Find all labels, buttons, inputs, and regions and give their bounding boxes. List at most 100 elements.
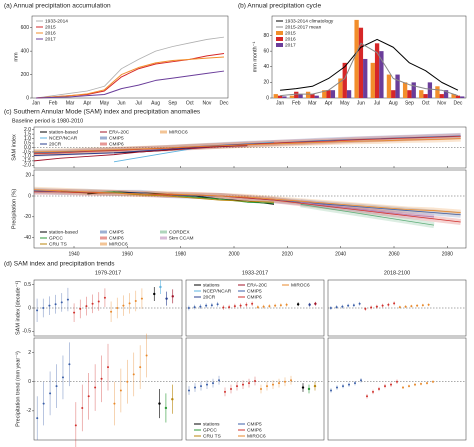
plot-frame	[271, 15, 467, 99]
point	[134, 300, 137, 302]
point	[308, 303, 311, 306]
y-tick-label: -0.5	[22, 149, 31, 155]
y-tick-label: 0	[26, 95, 29, 101]
legend-label: station-based	[49, 129, 78, 135]
y-tick-label: -20	[24, 214, 31, 220]
x-tick-label: Sep	[405, 100, 414, 106]
legend-label: NCEP/NCAR	[203, 288, 232, 294]
plot-frame	[185, 337, 325, 441]
point	[390, 383, 392, 386]
point	[194, 386, 196, 389]
y-tick-label: 2	[28, 350, 31, 356]
bar	[330, 90, 336, 98]
y-tick-label: 400	[21, 48, 30, 54]
y-tick-label: 0.5	[24, 282, 31, 288]
bar	[277, 95, 283, 98]
bar	[402, 82, 408, 98]
point	[414, 383, 416, 386]
point	[210, 304, 213, 307]
x-tick-label: 2000	[228, 251, 239, 257]
point	[42, 307, 45, 309]
point	[427, 303, 430, 306]
y-tick-label: 80	[263, 33, 269, 39]
legend-label: 2015-2017 mean	[285, 24, 322, 30]
bar	[363, 58, 368, 98]
legend-label: stations	[203, 282, 220, 288]
point	[278, 382, 280, 385]
bar	[439, 94, 444, 98]
legend-label: GPCC	[49, 235, 63, 241]
point	[254, 379, 256, 382]
bar	[423, 94, 428, 98]
point	[87, 395, 90, 398]
point	[103, 296, 106, 299]
point	[205, 304, 208, 307]
x-tick-label: Jul	[374, 100, 380, 106]
plot-frame	[33, 337, 183, 441]
point	[36, 309, 39, 312]
point	[256, 306, 259, 309]
legend-swatch	[276, 31, 283, 35]
chart-title: (c) Southern Annular Mode (SAM) index an…	[4, 109, 201, 116]
x-tick-label: 2080	[442, 251, 453, 257]
point	[393, 302, 396, 305]
point	[68, 363, 71, 366]
x-tick-label: Apr	[83, 100, 91, 106]
y-tick-label: -2	[27, 408, 32, 414]
point	[113, 402, 116, 405]
point	[74, 424, 77, 427]
point	[290, 379, 292, 382]
legend-label: 1933-2014	[45, 18, 68, 24]
point	[126, 380, 129, 383]
x-tick-label: Nov	[437, 100, 446, 106]
line	[33, 135, 461, 155]
bar	[419, 90, 424, 98]
point	[360, 379, 362, 382]
y-axis-label: SAM index [decade⁻¹]	[15, 281, 21, 335]
y-tick-label: 0.5	[24, 140, 31, 146]
legend-label: MIROC6	[247, 433, 266, 439]
point	[224, 390, 226, 393]
point	[284, 380, 286, 383]
point	[404, 305, 407, 308]
bar	[310, 94, 315, 98]
y-tick-label: 20	[263, 80, 269, 86]
bar	[354, 19, 359, 98]
legend-label: MIROC6	[109, 241, 128, 247]
legend-label: 2016	[45, 30, 56, 36]
point	[85, 305, 88, 308]
point	[279, 304, 282, 307]
point	[266, 385, 268, 388]
x-tick-label: 1960	[122, 251, 133, 257]
line	[33, 145, 248, 162]
x-tick-label: Dec	[220, 100, 229, 106]
legend-label: GPCC	[203, 427, 217, 433]
point	[402, 386, 404, 389]
point	[49, 392, 52, 395]
legend-label: MIROC6	[291, 282, 310, 288]
point	[260, 388, 262, 390]
point	[245, 303, 248, 306]
y-axis-label: SAM index	[11, 134, 17, 161]
x-tick-label: Jul	[135, 100, 141, 106]
point	[372, 390, 374, 393]
y-axis-label: Precipitation (%)	[11, 189, 17, 230]
bar	[460, 96, 465, 98]
point	[200, 385, 202, 388]
point	[396, 380, 398, 383]
x-tick-label: Nov	[202, 100, 211, 106]
x-tick-label: Mar	[308, 100, 317, 106]
legend-label: 20CR	[49, 141, 62, 147]
y-tick-label: 1.5	[24, 131, 31, 137]
line	[300, 203, 435, 226]
point	[421, 304, 424, 307]
line	[33, 189, 461, 214]
x-tick-label: Dec	[453, 100, 462, 106]
point	[272, 383, 274, 386]
line	[300, 201, 435, 218]
legend-label: CMIP5	[109, 135, 124, 141]
point	[139, 366, 142, 369]
bar	[298, 94, 303, 98]
point	[212, 382, 214, 385]
